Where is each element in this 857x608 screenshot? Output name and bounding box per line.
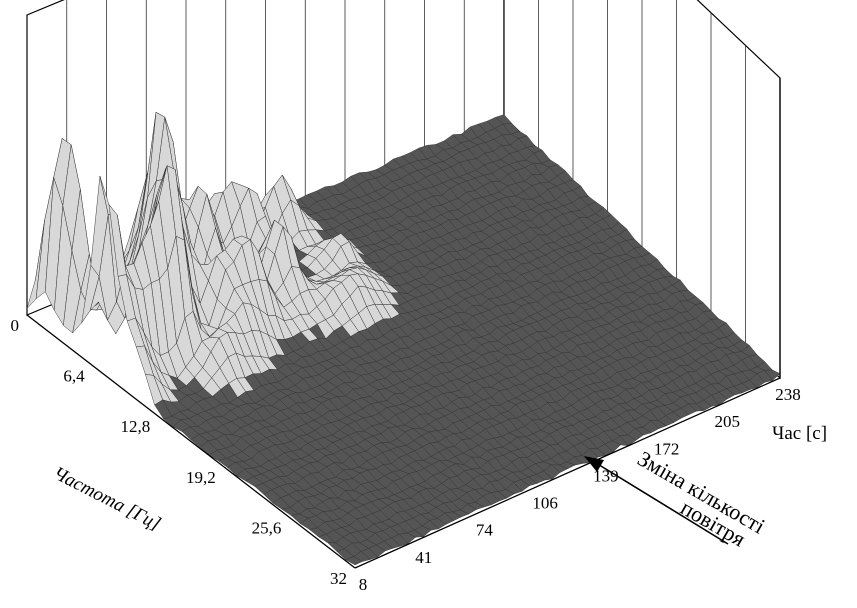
annotation-arrow-line: [595, 462, 729, 545]
time-axis-line: [354, 377, 781, 569]
surface-mesh: [26, 111, 781, 566]
time-tick-label: 8: [359, 575, 368, 594]
frequency-tick-label: 25,6: [252, 518, 282, 537]
time-tick-label: 139: [593, 466, 619, 485]
time-axis-ticks: 8 41 74 106 139 172 205 238: [359, 385, 801, 594]
frequency-tick-label: 0: [11, 316, 20, 335]
frequency-axis-label: Частота [Гц]: [50, 463, 164, 535]
time-tick-label: 172: [654, 439, 680, 458]
frequency-tick-label: 12,8: [120, 417, 150, 436]
time-tick-label: 205: [715, 412, 741, 431]
front-frame: [26, 78, 781, 569]
time-axis-label: Час [с]: [772, 423, 827, 444]
frequency-axis-line: [26, 314, 356, 569]
frequency-axis-ticks: 0 6,4 12,8 19,2 25,6 32: [11, 316, 348, 588]
time-tick-label: 74: [476, 521, 494, 540]
annotation-arrowhead: [584, 456, 604, 472]
time-tick-label: 238: [775, 385, 801, 404]
frequency-tick-label: 19,2: [186, 468, 216, 487]
frequency-tick-label: 6,4: [63, 367, 85, 386]
frequency-tick-label: 32: [330, 569, 347, 588]
time-tick-label: 41: [415, 548, 432, 567]
surface-cell: [345, 556, 364, 566]
time-tick-label: 106: [532, 494, 558, 513]
